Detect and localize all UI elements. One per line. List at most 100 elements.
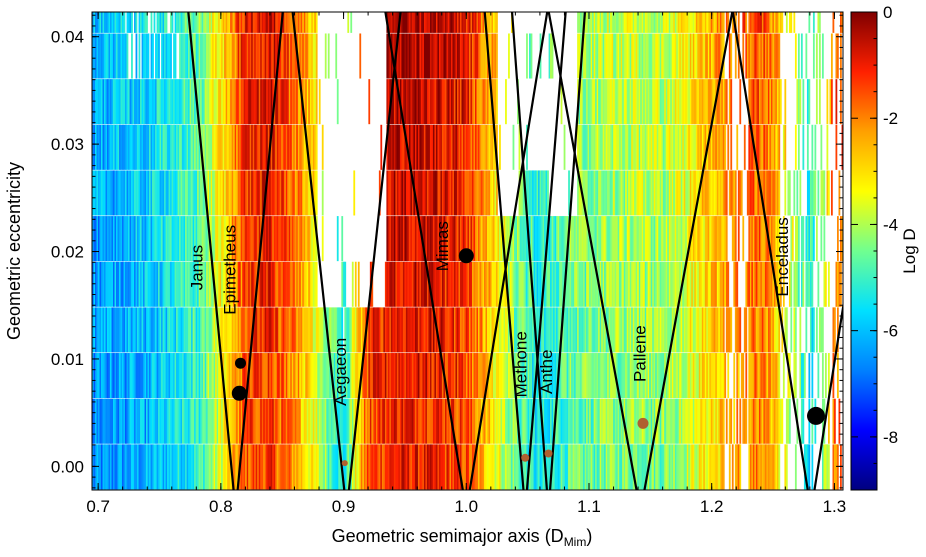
heatmap-cell <box>147 216 150 262</box>
heatmap-cell <box>393 124 396 170</box>
heatmap-cell <box>416 170 419 216</box>
heatmap-cell <box>671 170 674 216</box>
heatmap-cell <box>719 170 722 216</box>
heatmap-cell <box>246 170 249 216</box>
heatmap-cell <box>599 261 602 307</box>
heatmap-cell <box>595 307 597 353</box>
heatmap-cell <box>827 353 830 399</box>
heatmap-cell <box>530 444 533 490</box>
heatmap-cell <box>206 307 208 353</box>
heatmap-cell <box>278 307 281 353</box>
heatmap-cell <box>700 33 703 79</box>
heatmap-cell <box>300 170 303 216</box>
heatmap-cell <box>144 353 147 399</box>
heatmap-cell <box>455 261 458 307</box>
heatmap-cell <box>399 216 402 262</box>
heatmap-cell <box>297 33 300 79</box>
heatmap-cell <box>447 124 450 170</box>
heatmap-cell <box>189 170 192 216</box>
heatmap-cell <box>653 261 656 307</box>
heatmap-cell <box>815 216 818 262</box>
heatmap-cell <box>432 170 435 216</box>
heatmap-cell <box>680 398 683 444</box>
heatmap-cell <box>306 216 309 262</box>
resonance-wedge <box>187 12 284 490</box>
heatmap-cell <box>479 124 482 170</box>
heatmap-cell <box>116 353 118 399</box>
heatmap-cell <box>287 79 290 125</box>
heatmap-cell <box>113 124 115 170</box>
heatmap-cell <box>258 444 261 490</box>
heatmap-cell <box>233 79 235 125</box>
heatmap-cell <box>616 124 618 170</box>
heatmap-cell <box>162 444 165 490</box>
heatmap-cell <box>608 170 611 216</box>
heatmap-cell <box>144 398 147 444</box>
heatmap-cell <box>207 79 210 125</box>
heatmap-cell <box>790 12 793 33</box>
heatmap-cell <box>805 261 808 307</box>
heatmap-cell <box>447 33 450 79</box>
heatmap-cell <box>431 444 434 490</box>
heatmap-cell <box>408 261 411 307</box>
heatmap-cell <box>466 33 468 79</box>
heatmap-cell <box>643 12 646 33</box>
heatmap-cell <box>718 307 721 353</box>
heatmap-cell <box>179 444 181 490</box>
heatmap-cell <box>180 124 183 170</box>
colorbar-tick-label: -6 <box>883 322 898 341</box>
heatmap-cell <box>647 170 650 216</box>
heatmap-cell <box>482 124 485 170</box>
heatmap-cell <box>122 444 124 490</box>
heatmap-cell <box>144 79 147 125</box>
heatmap-cell <box>227 444 229 490</box>
heatmap-cell <box>626 307 629 353</box>
heatmap-cell <box>173 261 175 307</box>
heatmap-cell <box>514 398 516 444</box>
heatmap-cell <box>452 124 455 170</box>
heatmap-cell <box>571 216 573 262</box>
heatmap-cell <box>497 444 500 490</box>
heatmap-cell <box>122 398 124 444</box>
heatmap-cell <box>155 261 157 307</box>
heatmap-cell <box>518 353 521 399</box>
heatmap-cell <box>174 170 177 216</box>
heatmap-cell <box>375 444 378 490</box>
heatmap-cell <box>197 261 199 307</box>
heatmap-cell <box>586 79 588 125</box>
heatmap-cell <box>749 124 752 170</box>
heatmap-cell <box>296 170 299 216</box>
heatmap-cell <box>625 79 628 125</box>
heatmap-cell <box>309 12 312 33</box>
heatmap-cell <box>458 33 461 79</box>
heatmap-cell <box>414 33 417 79</box>
heatmap-cell <box>459 79 462 125</box>
heatmap-cell <box>129 444 132 490</box>
heatmap-cell <box>416 261 419 307</box>
heatmap-cell <box>179 124 181 170</box>
heatmap-cell <box>632 398 635 444</box>
heatmap-cell <box>566 353 569 399</box>
heatmap-cell <box>658 444 661 490</box>
heatmap-cell <box>776 216 779 262</box>
heatmap-cell <box>105 216 108 262</box>
heatmap-cell <box>98 12 100 33</box>
heatmap-cell <box>692 79 695 125</box>
heatmap-cell <box>656 170 659 216</box>
heatmap-cell <box>569 307 572 353</box>
heatmap-cell <box>284 261 287 307</box>
heatmap-cell <box>689 444 692 490</box>
heatmap-cell <box>122 170 124 216</box>
heatmap-cell <box>560 353 563 399</box>
heatmap-cell <box>431 261 434 307</box>
heatmap-cell <box>608 307 611 353</box>
heatmap-cell <box>739 79 742 125</box>
heatmap-cell <box>497 307 500 353</box>
heatmap-cell <box>698 124 701 170</box>
heatmap-cell <box>806 170 809 216</box>
heatmap-cell <box>315 79 318 125</box>
heatmap-cell <box>101 124 103 170</box>
heatmap-cell <box>242 261 244 307</box>
heatmap-cell <box>526 170 528 216</box>
heatmap-cell <box>787 353 790 399</box>
